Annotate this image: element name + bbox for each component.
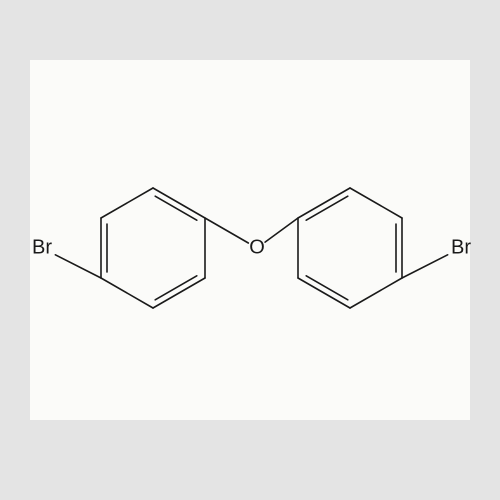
- atom-label-br1: Br: [32, 237, 52, 260]
- atom-label-br2: Br: [451, 237, 471, 260]
- atom-label-o: O: [249, 237, 265, 260]
- diagram-canvas: Br O Br: [0, 0, 500, 500]
